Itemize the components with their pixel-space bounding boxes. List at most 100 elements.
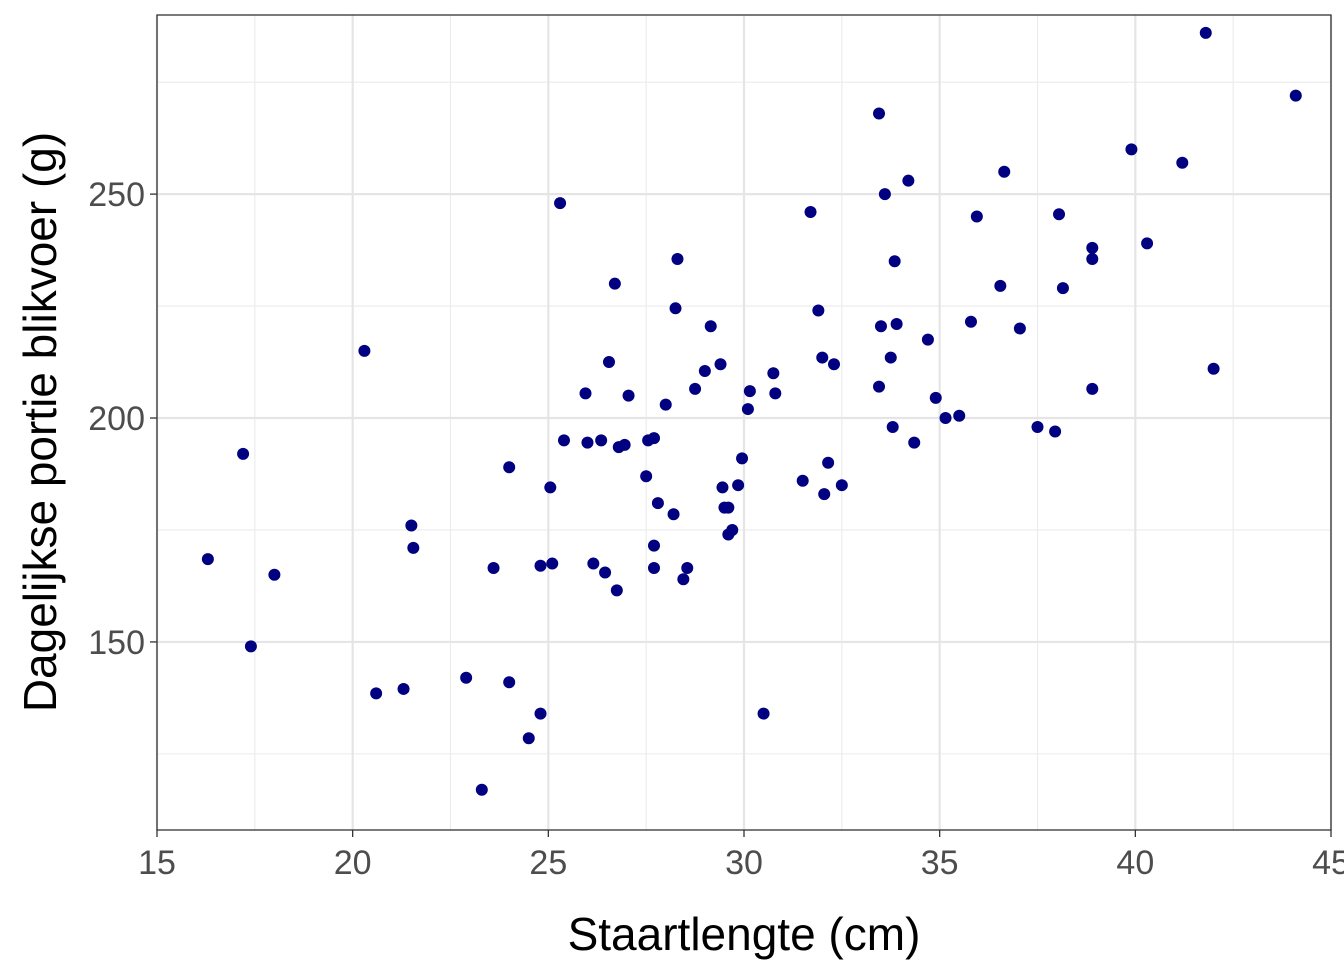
- data-point: [736, 452, 749, 465]
- data-point: [929, 391, 942, 404]
- y-axis-title: Dagelijkse portie blikvoer (g): [14, 132, 66, 712]
- data-point: [1086, 253, 1099, 266]
- data-point: [237, 447, 250, 460]
- data-point: [884, 351, 897, 364]
- data-point: [1141, 237, 1154, 250]
- data-point: [487, 562, 500, 575]
- data-point: [669, 302, 682, 315]
- x-tick-label: 25: [529, 844, 567, 882]
- data-point: [812, 304, 825, 317]
- data-point: [886, 420, 899, 433]
- x-tick-label: 20: [334, 844, 372, 882]
- grid-layer: [155, 15, 1333, 830]
- data-point: [796, 474, 809, 487]
- data-point: [1199, 26, 1212, 39]
- data-point: [503, 676, 516, 689]
- data-point: [994, 279, 1007, 292]
- data-point: [671, 253, 684, 266]
- data-point: [698, 365, 711, 378]
- data-point: [647, 432, 660, 445]
- data-point: [726, 523, 739, 536]
- data-point: [1049, 425, 1062, 438]
- data-point: [1176, 156, 1189, 169]
- data-point: [268, 568, 281, 581]
- data-point: [964, 315, 977, 328]
- data-point: [370, 687, 383, 700]
- data-point: [534, 559, 547, 572]
- x-tick-label: 35: [921, 844, 959, 882]
- data-point: [681, 562, 694, 575]
- data-point: [659, 398, 672, 411]
- data-point: [618, 438, 631, 451]
- data-point: [546, 557, 559, 570]
- data-point: [579, 387, 592, 400]
- data-point: [201, 553, 214, 566]
- data-point: [602, 356, 615, 369]
- data-point: [1289, 89, 1302, 102]
- data-point: [1086, 241, 1099, 254]
- data-point: [818, 488, 831, 501]
- data-point: [595, 434, 608, 447]
- data-point: [921, 333, 934, 346]
- data-point: [689, 382, 702, 395]
- data-point: [908, 436, 921, 449]
- data-point: [878, 188, 891, 201]
- y-tick-label: 200: [88, 400, 145, 438]
- data-point: [890, 317, 903, 330]
- y-tick-label: 250: [88, 176, 145, 214]
- data-point: [804, 206, 817, 219]
- data-point: [599, 566, 612, 579]
- data-point: [1053, 208, 1066, 221]
- data-point: [647, 539, 660, 552]
- data-point: [741, 403, 754, 416]
- data-point: [640, 470, 653, 483]
- data-point: [757, 707, 770, 720]
- data-point: [1013, 322, 1026, 335]
- data-point: [608, 277, 621, 290]
- data-point: [587, 557, 600, 570]
- x-tick-label: 40: [1116, 844, 1154, 882]
- data-point: [581, 436, 594, 449]
- data-point: [732, 479, 745, 492]
- data-point: [475, 783, 488, 796]
- data-point: [939, 412, 952, 425]
- data-point: [522, 732, 535, 745]
- data-point: [704, 320, 717, 333]
- data-point: [769, 387, 782, 400]
- data-point: [743, 385, 756, 398]
- data-point: [714, 358, 727, 371]
- data-point: [610, 584, 623, 597]
- data-point: [953, 409, 966, 422]
- data-point: [998, 165, 1011, 178]
- y-tick-label: 150: [88, 624, 145, 662]
- data-point: [767, 367, 780, 380]
- data-point: [651, 497, 664, 510]
- data-point: [1031, 420, 1044, 433]
- data-point: [405, 519, 418, 532]
- data-point: [677, 573, 690, 586]
- data-point: [835, 479, 848, 492]
- data-point: [722, 501, 735, 514]
- points-layer: [201, 26, 1302, 796]
- data-point: [647, 562, 660, 575]
- data-point: [1207, 362, 1220, 375]
- data-point: [873, 107, 886, 120]
- data-point: [1056, 282, 1069, 295]
- data-point: [622, 389, 635, 402]
- data-point: [888, 255, 901, 268]
- data-point: [503, 461, 516, 474]
- data-point: [667, 508, 680, 521]
- data-point: [244, 640, 257, 653]
- data-point: [902, 174, 915, 187]
- data-point: [816, 351, 829, 364]
- data-point: [544, 481, 557, 494]
- data-point: [828, 358, 841, 371]
- data-point: [554, 197, 567, 210]
- data-point: [1125, 143, 1138, 156]
- data-point: [534, 707, 547, 720]
- data-point: [358, 344, 371, 357]
- data-point: [557, 434, 570, 447]
- data-point: [460, 671, 473, 684]
